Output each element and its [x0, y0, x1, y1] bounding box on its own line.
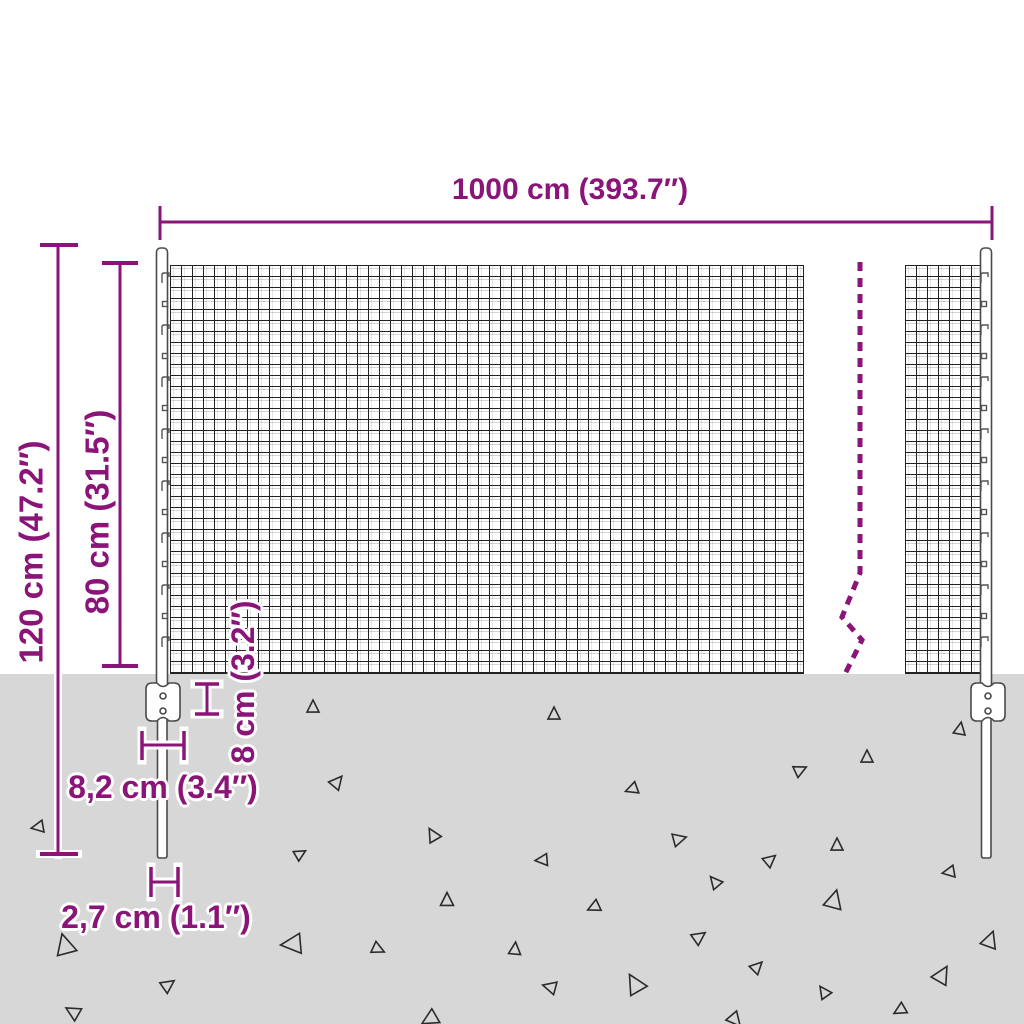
label-total-height: 120 cm (47.2″) — [12, 440, 50, 664]
left-anchor-plate — [145, 682, 181, 722]
debris-triangle — [623, 780, 640, 794]
wire-clip-icon — [161, 456, 169, 464]
label-mesh-height: 80 cm (31.5″) — [78, 409, 116, 615]
right-plate-hole-top — [984, 692, 992, 700]
debris-triangle — [818, 984, 834, 1001]
wire-hook-icon — [980, 272, 989, 283]
wire-hook-icon — [161, 532, 170, 543]
dimension-fence-length — [156, 202, 996, 244]
debris-triangle — [821, 888, 842, 911]
right-plate-hole-bottom — [984, 707, 992, 715]
wire-hook-icon — [161, 272, 170, 283]
debris-triangle — [546, 705, 562, 720]
debris-triangle — [859, 748, 875, 763]
debris-triangle — [420, 1007, 442, 1024]
wire-hook-icon — [980, 636, 989, 647]
debris-triangle — [533, 852, 549, 867]
wire-hook-icon — [161, 584, 170, 595]
dimension-anchor-depth — [190, 679, 224, 719]
left-plate-hole-top — [159, 692, 167, 700]
debris-triangle — [507, 940, 522, 956]
wire-hook-icon — [161, 376, 170, 387]
wire-hook-icon — [980, 480, 989, 491]
debris-triangle — [369, 939, 386, 954]
wire-clip-icon — [980, 560, 988, 568]
debris-triangle — [940, 863, 957, 879]
wire-clip-icon — [980, 508, 988, 516]
label-anchor-width: 8,2 cm (3.4″) — [68, 769, 258, 805]
debris-triangle — [689, 931, 707, 947]
debris-triangle — [892, 1000, 909, 1015]
wire-hook-icon — [980, 376, 989, 387]
dimension-anchor-width — [137, 726, 189, 765]
label-post-width: 2,7 cm (1.1″) — [61, 899, 251, 935]
debris-triangle — [305, 698, 321, 713]
wire-hook-icon — [980, 428, 989, 439]
label-fence-length: 1000 cm (393.7″) — [451, 173, 689, 206]
debris-triangle — [540, 981, 559, 997]
debris-triangle — [791, 765, 808, 780]
wire-clip-icon — [161, 612, 169, 620]
wire-clip-icon — [980, 352, 988, 360]
wire-hook-icon — [980, 532, 989, 543]
debris-triangle — [64, 1007, 83, 1023]
debris-triangle — [978, 929, 997, 951]
wire-hook-icon — [980, 324, 989, 335]
wire-clip-icon — [980, 456, 988, 464]
debris-triangle — [929, 964, 948, 987]
right-post — [970, 247, 1006, 859]
wire-clip-icon — [161, 352, 169, 360]
debris-triangle — [278, 931, 303, 955]
wire-clip-icon — [161, 300, 169, 308]
mesh-hook-marks — [161, 272, 989, 647]
dimension-total-height — [36, 241, 82, 859]
debris-triangle — [327, 774, 343, 792]
debris-triangle — [428, 826, 443, 845]
debris-triangle — [670, 833, 689, 849]
debris-triangle — [724, 1009, 742, 1024]
dimension-post-width — [146, 862, 183, 902]
wire-hook-icon — [161, 324, 170, 335]
break-dashed-line — [839, 262, 865, 676]
debris-triangle — [747, 960, 764, 977]
ground-debris — [29, 698, 997, 1024]
debris-triangle — [439, 890, 455, 907]
wire-clip-icon — [980, 300, 988, 308]
wire-hook-icon — [161, 480, 170, 491]
wire-clip-icon — [980, 612, 988, 620]
wire-hook-icon — [161, 636, 170, 647]
label-anchor-depth: 8 cm (3.2″) — [225, 600, 261, 764]
debris-triangle — [56, 932, 79, 957]
wire-clip-icon — [980, 404, 988, 412]
wire-clip-icon — [161, 560, 169, 568]
left-post — [145, 247, 181, 859]
wire-clip-icon — [161, 508, 169, 516]
debris-triangle — [628, 972, 649, 998]
wire-clip-icon — [161, 404, 169, 412]
fence-mesh-left-section — [170, 265, 804, 674]
debris-triangle — [709, 875, 725, 892]
right-post-spike — [980, 709, 992, 859]
dimension-mesh-height — [98, 259, 142, 671]
debris-triangle — [29, 818, 46, 834]
wire-hook-icon — [161, 428, 170, 439]
right-anchor-plate — [970, 682, 1006, 722]
right-post-bar — [979, 247, 993, 711]
debris-triangle — [291, 849, 308, 863]
left-plate-hole-bottom — [159, 707, 167, 715]
wire-hook-icon — [980, 584, 989, 595]
debris-triangle — [586, 897, 603, 912]
debris-triangle — [760, 854, 777, 870]
debris-triangle — [829, 836, 845, 851]
ground — [0, 674, 1024, 1024]
debris-triangle — [158, 979, 176, 995]
debris-triangle — [951, 720, 967, 737]
